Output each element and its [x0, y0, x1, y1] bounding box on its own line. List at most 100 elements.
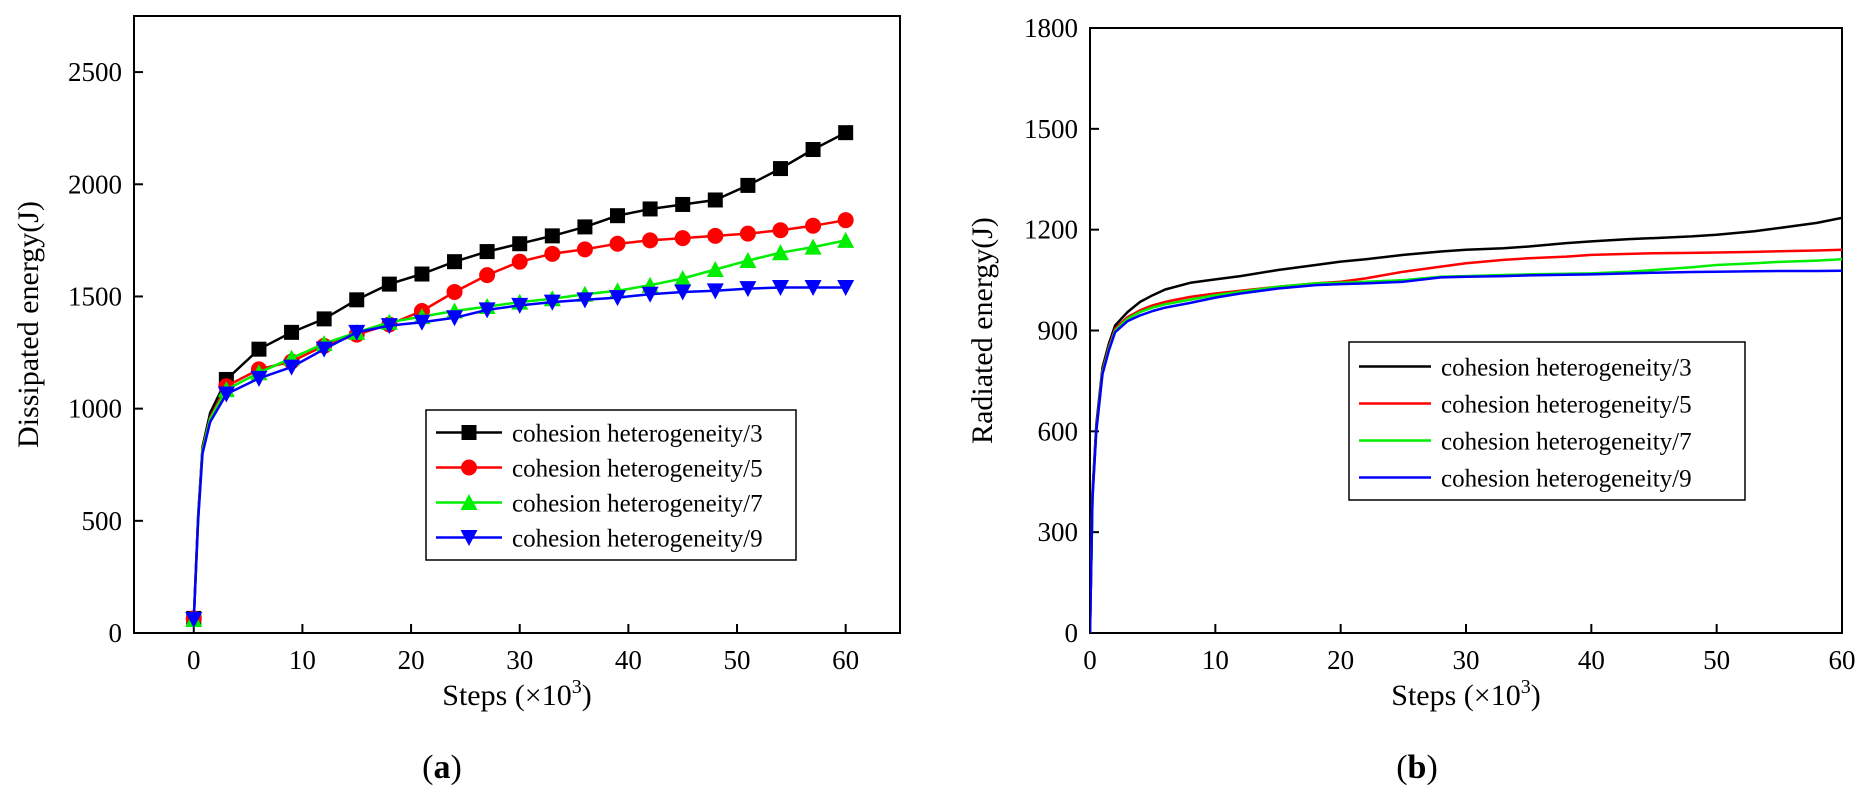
y-tick-label: 0	[109, 618, 123, 648]
data-point	[576, 292, 594, 309]
data-point	[641, 286, 659, 303]
data-point	[805, 217, 822, 234]
x-axis-title-main: Steps (×10	[442, 679, 571, 712]
legend-marker-2	[461, 459, 477, 476]
data-point	[511, 297, 529, 314]
plot-frame	[133, 15, 901, 634]
data-point	[675, 196, 691, 212]
data-point	[706, 283, 724, 300]
data-point	[772, 222, 789, 239]
x-axis-ticks: 0 10 20 30 40 50 60	[187, 624, 859, 675]
data-point	[740, 177, 756, 193]
data-point	[413, 314, 431, 331]
data-point	[674, 284, 692, 301]
data-point	[349, 292, 365, 308]
legend: cohesion heterogeneity/3 cohesion heterog…	[425, 409, 797, 561]
data-point	[217, 386, 235, 403]
data-point	[316, 311, 332, 327]
data-point	[805, 141, 821, 157]
data-point	[576, 241, 593, 258]
legend-label-3: cohesion heterogeneity/7	[1441, 429, 1692, 456]
legend-box	[1348, 341, 1746, 501]
figure-caption: (b)	[1396, 749, 1438, 786]
x-axis-title-main: Steps (×10	[1391, 679, 1520, 712]
y-tick-label: 1000	[68, 394, 122, 424]
caption-letter: a	[434, 749, 451, 786]
data-point	[837, 279, 855, 296]
x-tick-label: 60	[832, 645, 859, 675]
data-point	[544, 228, 560, 244]
chart-b: 0 10 20 30 40 50 600300600900120015001800Steps…	[966, 13, 1856, 786]
x-tick-label: 10	[289, 645, 316, 675]
data-point	[544, 245, 561, 262]
legend-label-1: cohesion heterogeneity/3	[1441, 355, 1692, 382]
data-point	[739, 225, 756, 242]
series-markers-1	[186, 125, 854, 626]
y-axis-ticks: 0 300 600 900 1200 1500 1800	[1024, 13, 1099, 648]
y-tick-label: 1800	[1024, 13, 1078, 43]
data-point	[511, 253, 528, 270]
x-tick-label: 50	[724, 645, 751, 675]
series-line-3	[1090, 257, 1842, 633]
x-tick-label: 50	[1703, 645, 1730, 675]
y-axis-ticks: 0 500 1000 1500 2000 2500	[68, 57, 143, 648]
x-tick-label: 0	[187, 645, 201, 675]
y-tick-label: 1500	[1024, 114, 1078, 144]
data-point	[447, 254, 463, 270]
legend-marker-4	[460, 530, 478, 546]
data-point	[381, 276, 397, 292]
x-tick-label: 10	[1202, 645, 1229, 675]
data-point	[446, 283, 463, 300]
legend-marker-3	[460, 494, 478, 510]
caption-close: )	[1426, 749, 1437, 786]
data-point	[478, 302, 496, 319]
y-tick-label: 1500	[68, 281, 122, 311]
data-point	[771, 279, 789, 296]
x-axis-title-exponent: 3	[572, 676, 582, 698]
y-tick-label: 2500	[68, 57, 122, 87]
data-point	[642, 201, 658, 217]
data-point	[348, 324, 366, 341]
data-point	[739, 281, 757, 298]
series-group	[1090, 216, 1842, 633]
legend-marker-1	[461, 425, 477, 440]
data-point	[739, 252, 757, 269]
series-line-4	[192, 286, 846, 620]
caption-open: (	[422, 749, 433, 786]
x-axis-title: Steps (×103)	[442, 676, 591, 712]
x-tick-label: 40	[615, 645, 642, 675]
chart-a: 0 10 20 30 40 50 60 0 500 1000 1500 2000 2500 Steps (…	[12, 15, 901, 786]
y-tick-label: 0	[1065, 618, 1079, 648]
data-point	[804, 238, 822, 255]
legend-label-3: cohesion heterogeneity/7	[512, 491, 763, 518]
x-axis-title-exponent: 3	[1521, 676, 1531, 698]
series-line-4	[1090, 269, 1842, 633]
data-point	[284, 324, 300, 340]
x-tick-label: 20	[398, 645, 425, 675]
caption-open: (	[1396, 749, 1407, 786]
data-point	[577, 219, 593, 235]
data-point	[707, 227, 724, 244]
data-point	[837, 231, 855, 248]
data-point	[251, 341, 267, 357]
x-tick-label: 0	[1083, 645, 1097, 675]
data-point	[674, 230, 691, 247]
x-tick-label: 20	[1327, 645, 1354, 675]
data-point	[642, 232, 659, 249]
data-point	[771, 244, 789, 261]
data-point	[609, 235, 626, 252]
data-point	[414, 266, 430, 282]
series-markers-4	[185, 279, 855, 629]
x-axis-title-close: )	[1531, 679, 1541, 712]
data-point	[446, 310, 464, 327]
y-tick-label: 1200	[1024, 215, 1078, 245]
legend-box	[425, 409, 797, 561]
data-point	[772, 161, 788, 177]
x-tick-label: 30	[506, 645, 533, 675]
data-point	[185, 612, 203, 629]
y-tick-label: 2000	[68, 169, 122, 199]
legend-label-2: cohesion heterogeneity/5	[512, 456, 763, 483]
data-point	[706, 261, 724, 278]
legend-label-4: cohesion heterogeneity/9	[512, 526, 763, 553]
